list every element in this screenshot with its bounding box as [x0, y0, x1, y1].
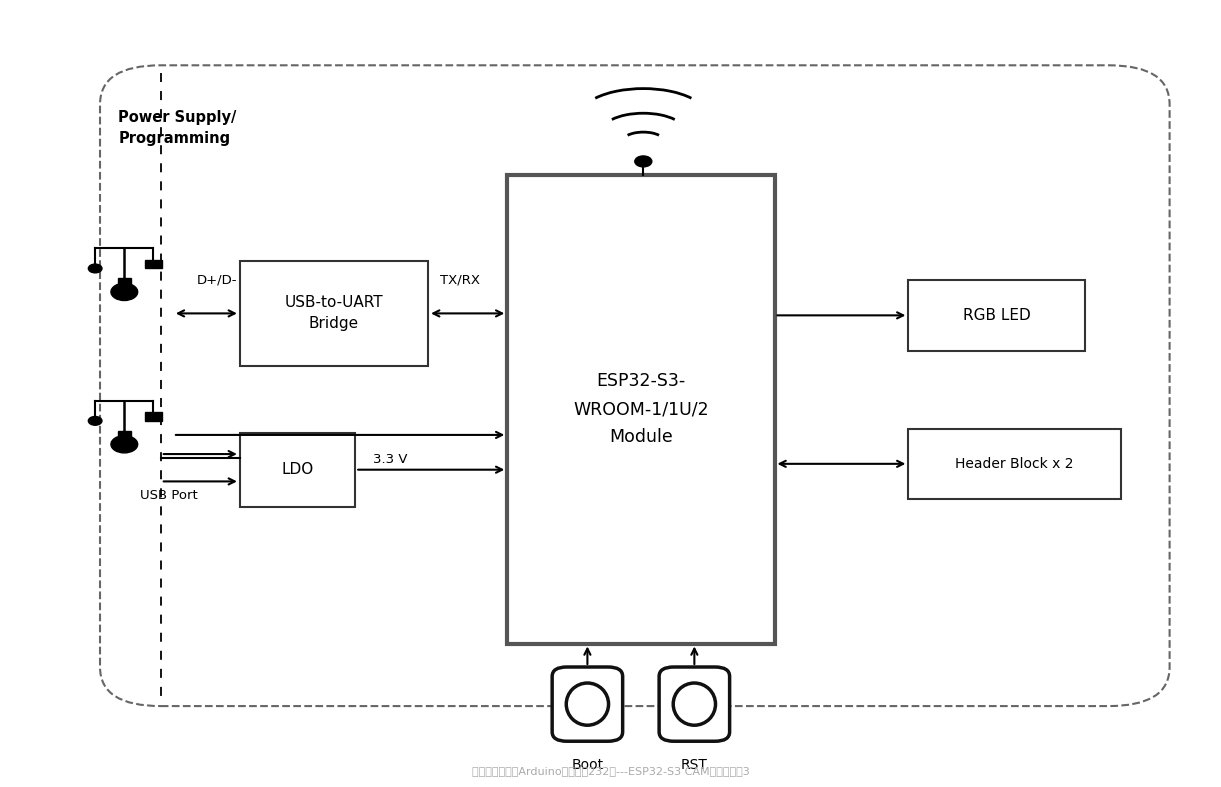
Text: RST: RST: [681, 759, 708, 772]
FancyBboxPatch shape: [659, 667, 730, 741]
Circle shape: [111, 283, 138, 301]
Circle shape: [111, 436, 138, 453]
Bar: [145, 412, 162, 421]
FancyBboxPatch shape: [239, 433, 355, 507]
Text: LDO: LDO: [281, 462, 314, 477]
Text: 【花雕学编程】Arduino动手做（232）---ESP32-S3 CAM视觉模组图3: 【花雕学编程】Arduino动手做（232）---ESP32-S3 CAM视觉模…: [471, 767, 750, 777]
Ellipse shape: [567, 683, 608, 725]
Bar: [145, 260, 162, 268]
FancyBboxPatch shape: [239, 260, 429, 366]
FancyBboxPatch shape: [908, 280, 1084, 350]
Text: Boot: Boot: [571, 759, 603, 772]
Bar: [117, 278, 131, 286]
Text: USB-to-UART
Bridge: USB-to-UART Bridge: [284, 295, 383, 331]
Circle shape: [88, 416, 103, 425]
FancyBboxPatch shape: [908, 429, 1121, 499]
Text: Power Supply/
Programming: Power Supply/ Programming: [118, 110, 237, 146]
Text: RGB LED: RGB LED: [962, 308, 1031, 323]
FancyBboxPatch shape: [552, 667, 623, 741]
Bar: [117, 430, 131, 438]
Circle shape: [635, 156, 652, 167]
Text: USB Port: USB Port: [140, 489, 198, 501]
Text: 3.3 V: 3.3 V: [374, 453, 408, 467]
FancyBboxPatch shape: [507, 175, 774, 644]
Ellipse shape: [673, 683, 716, 725]
Text: Header Block x 2: Header Block x 2: [955, 456, 1074, 471]
Text: TX/RX: TX/RX: [441, 274, 480, 286]
Text: D+/D-: D+/D-: [198, 274, 238, 286]
Text: ESP32-S3-
WROOM-1/1U/2
Module: ESP32-S3- WROOM-1/1U/2 Module: [573, 372, 708, 446]
Circle shape: [88, 264, 103, 273]
